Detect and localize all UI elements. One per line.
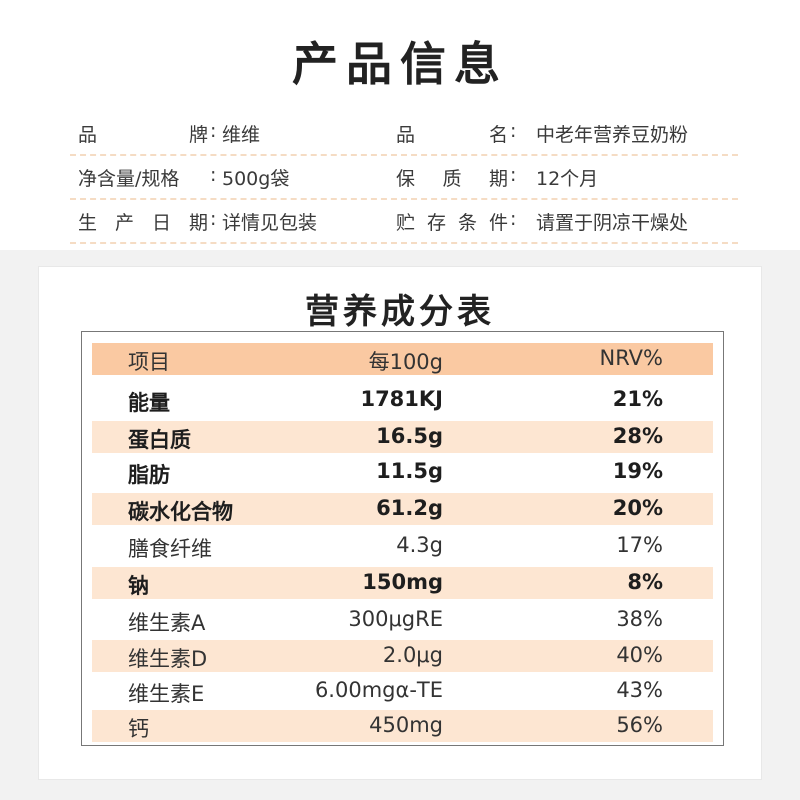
nutrient-name: 能量: [128, 391, 170, 415]
header-item: 项目: [128, 350, 170, 374]
nutrition-row: 碳水化合物 61.2g 20%: [92, 493, 713, 525]
info-value: 12个月: [536, 168, 599, 190]
nutrition-row: 维生素A 300μgRE 38%: [92, 604, 713, 636]
nutrient-amount: 2.0μg: [382, 643, 443, 667]
nutrient-nrv: 38%: [616, 607, 663, 631]
nutrition-row: 维生素E 6.00mgα-TE 43%: [92, 675, 713, 707]
nutrient-amount: 16.5g: [376, 424, 443, 448]
nutrition-table-title: 营养成分表: [305, 292, 495, 332]
info-value: 500g袋: [222, 168, 290, 190]
info-label: 贮存条件: [396, 212, 508, 234]
nutrient-name: 蛋白质: [128, 428, 191, 452]
info-row: 生产日期 : 详情见包装 贮存条件 : 请置于阴凉干燥处: [70, 200, 738, 244]
info-separator: :: [210, 208, 217, 230]
info-label: 生产日期: [78, 212, 208, 234]
nutrient-nrv: 28%: [612, 424, 663, 448]
info-separator: :: [210, 164, 217, 186]
nutrient-nrv: 20%: [612, 496, 663, 520]
header-per100g: 每100g: [368, 350, 443, 374]
nutrient-nrv: 43%: [616, 678, 663, 702]
info-row: 品牌 : 维维 品名 : 中老年营养豆奶粉: [70, 112, 738, 156]
header-nrv: NRV%: [599, 346, 663, 370]
nutrient-name: 维生素A: [128, 611, 206, 635]
nutrition-row: 能量 1781KJ 21%: [92, 384, 713, 416]
nutrition-row: 膳食纤维 4.3g 17%: [92, 530, 713, 562]
info-label: 品名: [396, 124, 508, 146]
info-value: 详情见包装: [222, 212, 318, 234]
info-label: 品牌: [78, 124, 208, 146]
nutrition-row: 蛋白质 16.5g 28%: [92, 421, 713, 453]
nutrition-row: 钙 450mg 56%: [92, 710, 713, 742]
nutrient-amount: 450mg: [369, 713, 443, 737]
nutrition-row: 脂肪 11.5g 19%: [92, 456, 713, 488]
nutrient-amount: 11.5g: [376, 459, 443, 483]
nutrient-nrv: 40%: [616, 643, 663, 667]
nutrient-nrv: 56%: [616, 713, 663, 737]
nutrient-amount: 4.3g: [396, 533, 443, 557]
nutrient-amount: 150mg: [362, 570, 443, 594]
nutrient-amount: 61.2g: [376, 496, 443, 520]
nutrient-nrv: 8%: [627, 570, 663, 594]
info-value: 维维: [222, 124, 261, 146]
nutrient-nrv: 19%: [612, 459, 663, 483]
nutrition-row: 钠 150mg 8%: [92, 567, 713, 599]
nutrient-name: 钙: [128, 717, 149, 741]
info-label: 净含量/规格: [78, 168, 180, 190]
info-value: 中老年营养豆奶粉: [536, 124, 689, 146]
nutrition-row: 维生素D 2.0μg 40%: [92, 640, 713, 672]
nutrient-name: 碳水化合物: [128, 500, 233, 524]
nutrient-name: 钠: [128, 574, 149, 598]
nutrient-amount: 300μgRE: [348, 607, 443, 631]
info-separator: :: [510, 208, 517, 230]
nutrient-name: 膳食纤维: [128, 537, 212, 561]
product-info-section: [0, 0, 800, 250]
info-separator: :: [210, 120, 217, 142]
nutrient-nrv: 21%: [612, 387, 663, 411]
nutrition-table-frame: [81, 331, 724, 746]
nutrient-amount: 1781KJ: [360, 387, 443, 411]
nutrient-nrv: 17%: [616, 533, 663, 557]
nutrient-name: 维生素D: [128, 647, 208, 671]
info-separator: :: [510, 120, 517, 142]
info-separator: :: [510, 164, 517, 186]
nutrient-name: 维生素E: [128, 682, 205, 706]
nutrition-header-row: 项目 每100g NRV%: [92, 343, 713, 375]
nutrient-name: 脂肪: [128, 463, 170, 487]
page-title: 产品信息: [292, 37, 508, 91]
nutrient-amount: 6.00mgα-TE: [314, 678, 443, 702]
info-value: 请置于阴凉干燥处: [536, 212, 689, 234]
info-label: 保质期: [396, 168, 508, 190]
info-row: 净含量/规格 : 500g袋 保质期 : 12个月: [70, 156, 738, 200]
